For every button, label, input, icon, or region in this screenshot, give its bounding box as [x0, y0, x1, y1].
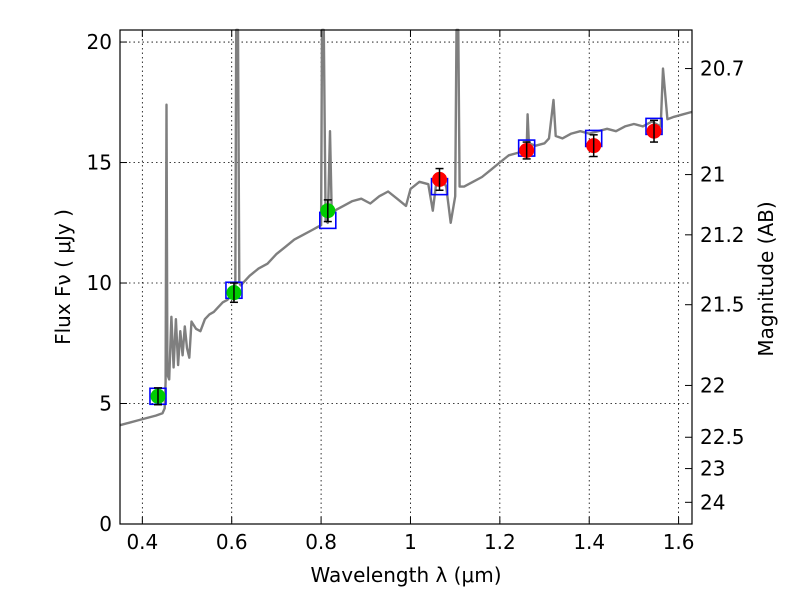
y-tick-labels: 0 5 10 15 20 — [87, 30, 112, 536]
y2-tick-label: 21.2 — [700, 223, 745, 247]
y-tick-label: 10 — [87, 271, 112, 295]
x-tick-labels: 0.4 0.6 0.8 1 1.2 1.4 1.6 — [126, 530, 694, 554]
y2-tick-label: 21 — [700, 163, 725, 187]
y-tick-label: 5 — [99, 392, 112, 416]
y2-tick-label: 21.5 — [700, 293, 745, 317]
y2-axis-label: Magnitude (AB) — [754, 201, 778, 356]
plot-frame — [119, 29, 693, 525]
y2-tick-label: 24 — [700, 490, 725, 514]
x-axis-label: Wavelength λ (μm) — [310, 563, 501, 587]
observed-points-layer — [150, 119, 662, 406]
y2-tick-label: 22.5 — [700, 425, 745, 449]
x-tick-label: 1.2 — [484, 530, 516, 554]
grid — [120, 30, 692, 525]
y-tick-label: 20 — [87, 30, 112, 54]
spectrum-line-layer — [119, 28, 693, 427]
x-tick-label: 0.8 — [305, 530, 337, 554]
y-axis-label: Flux Fν ( μJy ) — [51, 209, 75, 345]
y2-tick-label: 23 — [700, 457, 725, 481]
x-tick-label: 1 — [404, 530, 417, 554]
y2-tick-label: 20.7 — [700, 57, 745, 81]
tick-marks — [120, 30, 692, 525]
y-tick-label: 0 — [99, 512, 112, 536]
y2-tick-label: 22 — [700, 373, 725, 397]
model-points-layer — [149, 117, 663, 406]
x-tick-label: 1.4 — [573, 530, 605, 554]
y-tick-label: 15 — [87, 151, 112, 175]
x-tick-label: 1.6 — [663, 530, 695, 554]
x-tick-label: 0.4 — [126, 530, 158, 554]
spectrum-line — [119, 28, 693, 427]
y2-tick-labels: 20.7 21 21.2 21.5 22 22.5 23 24 — [700, 57, 745, 515]
x-tick-label: 0.6 — [216, 530, 248, 554]
